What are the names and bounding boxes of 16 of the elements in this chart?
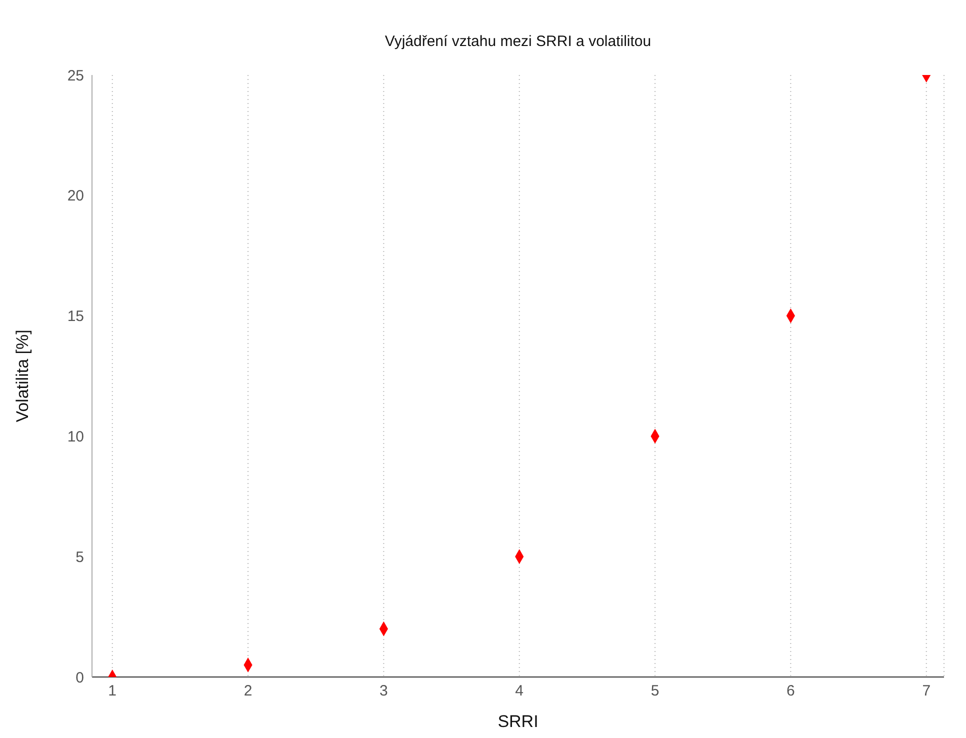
x-tick-label: 3 (380, 682, 388, 700)
x-tick-label: 2 (244, 682, 252, 700)
x-tick-label: 6 (786, 682, 795, 700)
y-tick-label: 5 (76, 548, 84, 566)
x-tick-label: 4 (515, 682, 524, 700)
y-axis-title: Volatilita [%] (13, 330, 32, 422)
chart-title: Vyjádření vztahu mezi SRRI a volatilitou (384, 33, 652, 50)
x-tick-label: 5 (650, 682, 660, 700)
x-tick-label: 7 (922, 682, 931, 700)
y-tick-label: 20 (67, 188, 84, 205)
y-tick-label: 25 (67, 67, 84, 84)
y-tick-label: 15 (67, 308, 84, 326)
y-tick-label: 10 (67, 428, 84, 446)
x-tick-label: 1 (108, 682, 117, 700)
x-axis-title: SRRI (498, 712, 538, 731)
y-tick-label: 0 (76, 669, 84, 686)
